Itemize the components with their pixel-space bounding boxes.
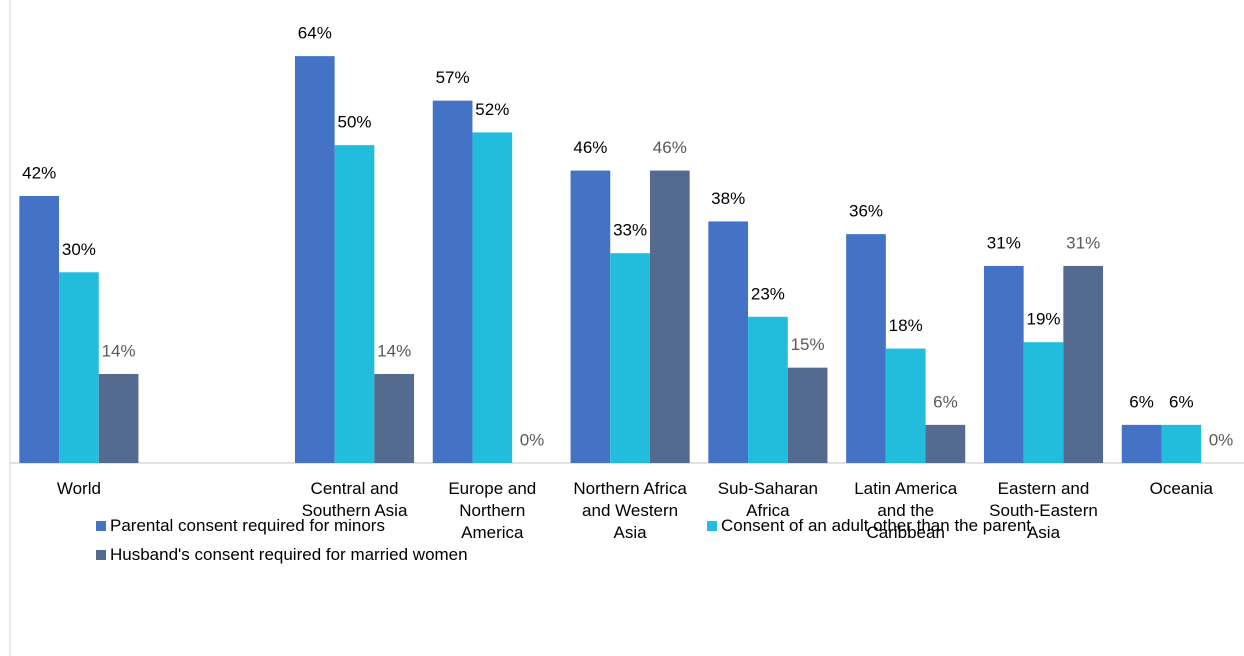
legend-swatch: [96, 521, 106, 531]
x-tick-label: Europe and Northern America: [448, 479, 537, 542]
x-tick-label: Central and Southern Asia: [301, 479, 408, 520]
data-label: 15%: [791, 335, 825, 354]
bar: [748, 316, 788, 463]
data-label: 6%: [1169, 392, 1194, 411]
bar: [649, 170, 690, 464]
data-label: 31%: [1066, 233, 1100, 252]
bar: [610, 253, 650, 463]
bar: [885, 348, 926, 463]
data-label: 50%: [337, 113, 371, 132]
bar: [59, 272, 99, 463]
bar: [1121, 424, 1162, 463]
data-label: 42%: [22, 163, 56, 182]
x-tick-label: Eastern and South-Eastern Asia: [989, 479, 1098, 542]
bar: [1161, 424, 1202, 463]
data-label: 52%: [475, 100, 509, 119]
x-tick-label: Latin America and the Caribbean: [854, 479, 958, 542]
bar: [1023, 342, 1064, 463]
bar: [787, 367, 828, 463]
x-tick-label: World: [56, 479, 101, 498]
x-tick-label: Oceania: [1149, 479, 1213, 498]
bar: [432, 100, 473, 464]
bar: [570, 170, 611, 464]
data-label: 36%: [849, 202, 883, 221]
bar: [1063, 265, 1104, 463]
data-label: 6%: [1129, 392, 1154, 411]
data-label: 6%: [933, 392, 958, 411]
legend-entry: Husband's consent required for married w…: [96, 545, 468, 565]
bar: [708, 221, 749, 463]
data-label: 23%: [751, 284, 785, 303]
legend-swatch: [96, 550, 106, 560]
data-label: 46%: [653, 138, 687, 157]
data-label: 19%: [1026, 310, 1060, 329]
data-label: 14%: [377, 341, 411, 360]
bar: [294, 56, 335, 464]
legend-label: Consent of an adult other than the paren…: [721, 516, 1032, 535]
data-label: 31%: [987, 233, 1021, 252]
bar: [983, 265, 1024, 463]
bar: [19, 196, 60, 463]
bar: [846, 234, 886, 463]
data-label: 0%: [520, 430, 545, 449]
data-label: 30%: [62, 240, 96, 259]
data-label: 14%: [102, 341, 136, 360]
legend-entry: Parental consent required for minors: [96, 516, 385, 536]
legend-entry: Consent of an adult other than the paren…: [707, 516, 1031, 536]
x-tick-label: Northern Africa and Western Asia: [573, 479, 687, 542]
data-label: 33%: [613, 221, 647, 240]
data-label: 0%: [1209, 430, 1234, 449]
bar: [472, 132, 513, 463]
bar: [98, 374, 139, 463]
bar: [334, 145, 375, 463]
legend-swatch: [707, 521, 717, 531]
x-tick-label: Sub-Saharan Africa: [717, 479, 818, 520]
legend-label: Parental consent required for minors: [110, 516, 385, 535]
data-label: 18%: [889, 316, 923, 335]
bar: [925, 424, 966, 463]
bar: [374, 374, 415, 463]
data-label: 38%: [711, 189, 745, 208]
data-label: 64%: [298, 24, 332, 43]
data-label: 57%: [436, 68, 470, 87]
data-label: 46%: [573, 138, 607, 157]
legend-label: Husband's consent required for married w…: [110, 545, 468, 564]
